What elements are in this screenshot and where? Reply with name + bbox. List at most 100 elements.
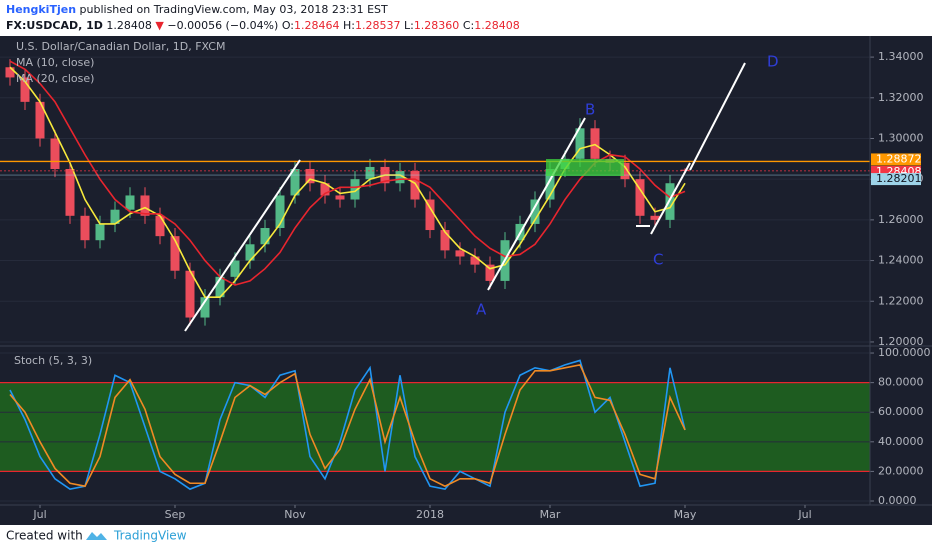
trend-line <box>689 62 746 171</box>
candle-body <box>35 101 45 139</box>
candle-body <box>80 215 90 241</box>
candle-body <box>275 195 285 229</box>
candle-body <box>665 183 675 220</box>
x-tick-label: Sep <box>165 508 186 521</box>
legend-entry: MA (10, close) <box>16 56 94 69</box>
trend-line <box>487 117 586 291</box>
candle-body <box>575 128 585 159</box>
brand-logo <box>86 532 107 540</box>
price-pane: 1.200001.220001.240001.260001.280001.300… <box>0 50 924 348</box>
y-tick-label: 1.24000 <box>878 254 924 267</box>
published: published on TradingView.com, May 03, 20… <box>80 3 388 16</box>
chart-title: U.S. Dollar/Canadian Dollar, 1D, FXCM <box>16 40 225 53</box>
candle-body <box>290 168 300 196</box>
candle-body <box>530 199 540 224</box>
author[interactable]: HengkiTjen <box>6 3 76 16</box>
close-label: C: <box>463 19 474 32</box>
candle-body <box>95 223 105 241</box>
open-label: O: <box>282 19 294 32</box>
candle-body <box>350 179 360 200</box>
price-label: 1.28872 <box>876 152 922 165</box>
resistance-zone <box>546 159 624 176</box>
candle-body <box>245 244 255 261</box>
price-label-box <box>871 173 921 186</box>
open: 1.28464 <box>294 19 340 32</box>
x-tick-label: Jul <box>32 508 46 521</box>
annotation: B <box>585 101 595 119</box>
stoch-title: Stoch (5, 3, 3) <box>14 354 92 367</box>
footer-text: Created with <box>6 529 83 543</box>
candle-body <box>545 168 555 200</box>
candle-body <box>650 215 660 220</box>
series-line <box>9 66 686 298</box>
trend-line <box>650 162 691 235</box>
stoch-pane: 0.0000 20.0000 40.0000 60.0000 80.0000 100.00… <box>0 346 931 507</box>
candle-body <box>305 168 315 184</box>
candle-body <box>425 199 435 231</box>
price-label-box <box>871 153 921 166</box>
legend-entry: MA (20, close) <box>16 72 94 85</box>
candle-body <box>185 270 195 318</box>
y-tick-label: 20.0000 <box>878 464 924 477</box>
price-label: 1.28201 <box>876 172 922 185</box>
high-label: H: <box>343 19 355 32</box>
candle-body <box>155 215 165 237</box>
brand-name[interactable]: TradingView <box>113 529 187 543</box>
series-line <box>9 60 686 286</box>
candle-body <box>20 77 30 102</box>
x-tick-label: Nov <box>284 508 306 521</box>
annotation: C <box>653 251 663 269</box>
quote-line: FX:USDCAD, 1D 1.28408 ▼ −0.00056 (−0.04%… <box>6 19 520 32</box>
trend-lines <box>184 62 746 332</box>
header-line: HengkiTjen published on TradingView.com,… <box>6 3 388 16</box>
series-line <box>9 359 686 491</box>
candle-body <box>125 195 135 210</box>
candle-body <box>50 138 60 169</box>
y-tick-label: 1.20000 <box>878 335 924 348</box>
candle-body <box>395 171 405 184</box>
x-tick-label: May <box>674 508 697 521</box>
last: 1.28408 <box>106 19 152 32</box>
candle-body <box>5 67 15 78</box>
y-tick-label: 1.34000 <box>878 50 924 63</box>
y-tick-label: 0.0000 <box>878 494 917 507</box>
symbol: FX:USDCAD, 1D <box>6 19 103 32</box>
arrow: ▼ <box>155 19 164 32</box>
y-tick-label: 1.32000 <box>878 91 924 104</box>
candle-body <box>65 168 75 216</box>
candle-body <box>410 171 420 200</box>
y-tick-label: 80.0000 <box>878 376 924 389</box>
annotation: D <box>767 53 779 71</box>
candle-body <box>335 195 345 200</box>
annotation: A <box>476 301 487 319</box>
candle-body <box>365 166 375 180</box>
high: 1.28537 <box>355 19 401 32</box>
y-tick-label: 100.0000 <box>878 346 931 359</box>
trend-line <box>184 159 301 332</box>
x-tick-label: Jul <box>797 508 811 521</box>
change: −0.00056 (−0.04%) <box>167 19 278 32</box>
y-tick-label: 1.30000 <box>878 131 924 144</box>
series-line <box>9 363 686 488</box>
low: 1.28360 <box>414 19 460 32</box>
close: 1.28408 <box>474 19 520 32</box>
y-tick-label: 40.0000 <box>878 435 924 448</box>
candle-body <box>140 195 150 216</box>
candle-body <box>200 297 210 318</box>
stoch-band <box>0 382 870 472</box>
candle-body <box>320 183 330 196</box>
candle-body <box>485 264 495 281</box>
candle-body <box>260 228 270 245</box>
candle-body <box>470 256 480 265</box>
x-tick-label: 2018 <box>416 508 444 521</box>
candle-body <box>215 276 225 298</box>
x-tick-label: Mar <box>540 508 561 521</box>
candle-body <box>230 260 240 277</box>
footer-background <box>0 525 932 550</box>
y-tick-label: 1.22000 <box>878 294 924 307</box>
candle-body <box>440 230 450 251</box>
candle-body <box>635 179 645 216</box>
candle-body <box>110 209 120 224</box>
candle-body <box>455 250 465 257</box>
